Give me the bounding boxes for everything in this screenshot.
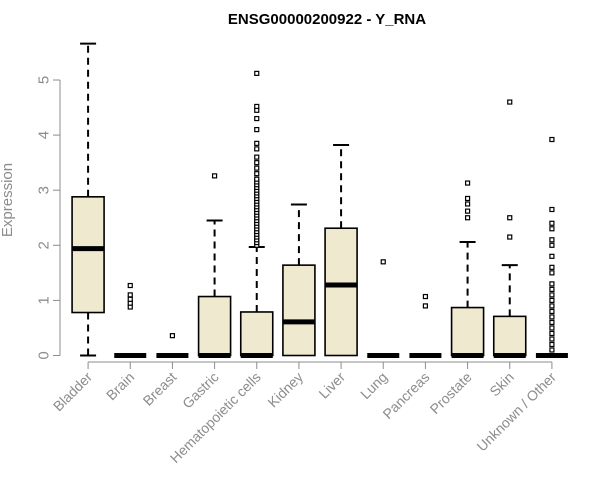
- box-rect: [282, 264, 316, 357]
- chart-title: ENSG00000200922 - Y_RNA: [228, 11, 426, 28]
- outlier-point: [254, 160, 260, 166]
- outlier-point: [549, 220, 555, 226]
- outlier-point: [254, 176, 260, 182]
- outlier-point: [549, 136, 555, 143]
- outlier-point: [422, 293, 429, 300]
- box-10: [492, 99, 527, 358]
- outlier-point: [549, 336, 555, 342]
- box-5: [282, 203, 316, 357]
- box-4: [239, 70, 274, 358]
- outlier-point: [254, 115, 260, 122]
- outlier-point: [169, 333, 176, 339]
- box-rect: [197, 295, 232, 357]
- outlier-point: [507, 234, 513, 240]
- outlier-point: [254, 154, 260, 160]
- outlier-point: [549, 330, 555, 337]
- x-tick-label: Lung: [357, 369, 390, 402]
- x-tick-label: Skin: [486, 369, 517, 400]
- outlier-point: [507, 215, 513, 221]
- y-tick-label: 0: [36, 351, 53, 359]
- y-tick-label: 1: [36, 296, 53, 304]
- outlier-point: [380, 259, 386, 265]
- outlier-point: [549, 206, 555, 213]
- outlier-point: [254, 126, 260, 133]
- box-rect: [450, 306, 485, 357]
- outlier-point: [549, 281, 555, 287]
- outlier-point: [254, 146, 260, 152]
- x-tick-label: Liver: [315, 369, 348, 402]
- outlier-point: [549, 341, 555, 348]
- outlier-point: [549, 303, 555, 309]
- outlier-point: [549, 253, 555, 259]
- outlier-point: [549, 286, 555, 292]
- outlier-point: [127, 296, 133, 302]
- outlier-point: [549, 308, 555, 315]
- x-tick-label: Bladder: [50, 369, 96, 415]
- box-11: [535, 136, 568, 358]
- outlier-point: [422, 303, 429, 309]
- boxplot-series: [71, 42, 568, 358]
- outlier-point: [507, 99, 513, 105]
- box-3: [197, 173, 232, 358]
- outlier-point: [549, 347, 555, 353]
- box-8: [409, 293, 442, 358]
- outlier-point: [549, 314, 555, 320]
- box-rect: [71, 196, 105, 314]
- x-tick-label: Brain: [103, 369, 137, 403]
- outlier-point: [549, 297, 555, 303]
- outlier-point: [549, 270, 555, 276]
- box-9: [450, 180, 485, 358]
- outlier-point: [464, 195, 471, 202]
- x-tick-label: Pancreas: [379, 369, 432, 422]
- box-1: [114, 282, 147, 358]
- outlier-point: [254, 103, 260, 110]
- outlier-point: [549, 292, 555, 298]
- y-tick-label: 2: [36, 241, 53, 249]
- outlier-point: [464, 180, 471, 186]
- outlier-point: [464, 208, 471, 214]
- outlier-point: [549, 226, 555, 232]
- y-axis-label: Expression: [0, 163, 16, 237]
- y-tick-label: 5: [36, 76, 53, 84]
- x-tick-label: Breast: [140, 369, 180, 409]
- x-tick-label: Prostate: [427, 369, 475, 417]
- outlier-point: [211, 173, 218, 179]
- x-tick-label: Unknown / Other: [473, 369, 559, 455]
- y-tick-label: 4: [36, 131, 53, 139]
- box-2: [156, 333, 189, 358]
- outlier-point: [254, 140, 260, 146]
- box-rect: [492, 315, 527, 357]
- outlier-point: [549, 264, 555, 270]
- outlier-point: [549, 319, 555, 326]
- outlier-point: [254, 171, 260, 177]
- outlier-point: [464, 201, 471, 207]
- outlier-point: [254, 70, 260, 76]
- outlier-point: [464, 215, 471, 221]
- x-tick-label: Kidney: [264, 369, 306, 411]
- outlier-point: [127, 292, 133, 298]
- box-7: [367, 259, 400, 358]
- box-rect: [324, 227, 358, 357]
- outlier-point: [549, 237, 555, 243]
- outlier-point: [254, 165, 260, 171]
- y-axis: 0 1 2 3 4 5: [36, 76, 61, 360]
- outlier-point: [127, 282, 133, 289]
- y-tick-label: 3: [36, 186, 53, 194]
- box-6: [324, 144, 358, 357]
- box-rect: [239, 311, 274, 357]
- box-0: [71, 42, 105, 357]
- outlier-point: [549, 325, 555, 331]
- outlier-point: [549, 242, 555, 248]
